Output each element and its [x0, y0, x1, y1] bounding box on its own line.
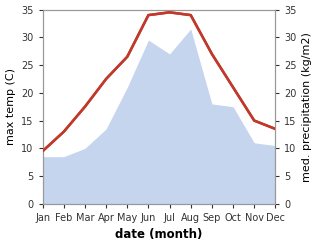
Y-axis label: med. precipitation (kg/m2): med. precipitation (kg/m2): [302, 32, 313, 182]
Y-axis label: max temp (C): max temp (C): [5, 68, 16, 145]
X-axis label: date (month): date (month): [115, 228, 203, 242]
